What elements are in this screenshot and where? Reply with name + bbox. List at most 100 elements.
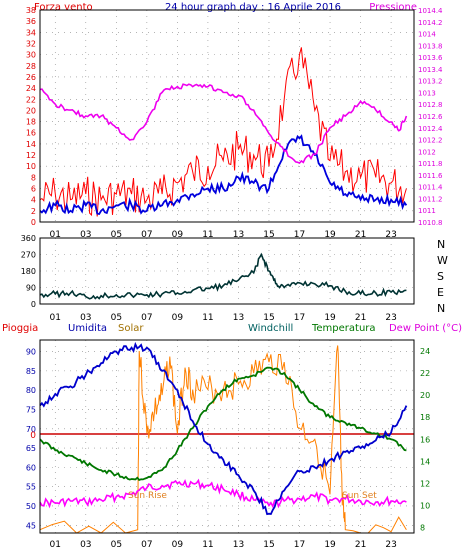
x-tick-label: 03 bbox=[80, 540, 91, 550]
x-tick-label: 01 bbox=[50, 540, 61, 550]
temperature-tick-label: 22 bbox=[420, 369, 430, 378]
x-tick-label: 17 bbox=[294, 313, 305, 323]
wind-pressure-series bbox=[39, 47, 408, 217]
direction-tick-labels: 0 90 180 270 360 bbox=[21, 234, 36, 309]
rain-zero-marker: 0 bbox=[30, 431, 36, 441]
pressure-tick-label: 1012.4 bbox=[418, 125, 443, 133]
direction-tick-label: 270 bbox=[21, 251, 36, 260]
humidity-line bbox=[39, 341, 408, 516]
humidity-tick-label: 50 bbox=[26, 502, 36, 511]
pressure-tick-labels: 1010.8 1011 1011.2 1011.4 1011.6 1011.8 1012 10… bbox=[418, 7, 443, 227]
climate-plot-frame bbox=[39, 339, 415, 534]
wind-gust-line bbox=[39, 134, 408, 216]
compass-label: N bbox=[437, 238, 445, 251]
direction-plot-frame bbox=[39, 237, 415, 305]
pressure-tick-label: 1012 bbox=[418, 148, 436, 156]
pressure-axis-label: Pressione bbox=[369, 2, 417, 13]
direction-tick-label: 90 bbox=[26, 284, 36, 293]
pressure-tick-label: 1011.6 bbox=[418, 172, 443, 180]
x-tick-label: 01 bbox=[50, 230, 61, 240]
x-tick-label: 07 bbox=[141, 230, 152, 240]
humidity-tick-label: 55 bbox=[26, 483, 36, 492]
pressure-tick-label: 1014.2 bbox=[418, 19, 443, 27]
wind-tick-label: 10 bbox=[26, 162, 36, 171]
x-tick-label: 01 bbox=[50, 313, 61, 323]
humidity-tick-label: 70 bbox=[26, 425, 36, 434]
wind-tick-label: 8 bbox=[31, 173, 36, 182]
pressure-tick-label: 1013.6 bbox=[418, 54, 443, 62]
x-tick-label: 05 bbox=[111, 313, 122, 323]
temperature-label: Temperatura bbox=[311, 323, 376, 334]
x-tick-label: 23 bbox=[385, 540, 396, 550]
x-tick-label: 03 bbox=[80, 230, 91, 240]
x-tick-label: 09 bbox=[172, 313, 184, 323]
x-tick-label: 07 bbox=[141, 313, 152, 323]
compass-label: N bbox=[437, 302, 445, 315]
humidity-label: Umidita bbox=[68, 323, 107, 334]
wind-tick-label: 0 bbox=[31, 218, 36, 227]
temperature-tick-label: 14 bbox=[420, 457, 430, 466]
chart-title: 24 hour graph day : 16 Aprile 2016 bbox=[165, 2, 341, 13]
x-tick-label: 11 bbox=[202, 313, 213, 323]
x-tick-label: 09 bbox=[172, 540, 184, 550]
pressure-tick-label: 1013.4 bbox=[418, 66, 443, 74]
x-tick-label: 09 bbox=[172, 230, 184, 240]
pressure-tick-label: 1012.2 bbox=[418, 137, 443, 145]
wind-tick-label: 24 bbox=[26, 84, 36, 93]
dewpoint-label: Dew Point (°C) bbox=[389, 323, 462, 334]
temperature-tick-label: 10 bbox=[420, 501, 430, 510]
pressure-tick-label: 1010.8 bbox=[418, 219, 443, 227]
wind-tick-label: 2 bbox=[31, 207, 36, 216]
windchill-label: Windchill bbox=[248, 323, 293, 334]
x-tick-label: 21 bbox=[355, 230, 366, 240]
x-tick-label: 15 bbox=[263, 540, 274, 550]
temperature-tick-label: 24 bbox=[420, 347, 430, 356]
pressure-line bbox=[39, 83, 408, 165]
temperature-tick-label: 8 bbox=[420, 523, 425, 532]
direction-tick-label: 0 bbox=[31, 300, 36, 309]
wind-tick-label: 6 bbox=[31, 185, 36, 194]
hour-tick-labels-top: 01 03 05 07 09 11 13 15 17 19 21 23 bbox=[50, 230, 397, 240]
humidity-tick-label: 45 bbox=[26, 521, 36, 530]
x-tick-label: 23 bbox=[385, 230, 396, 240]
x-tick-label: 21 bbox=[355, 313, 366, 323]
x-tick-label: 17 bbox=[294, 230, 305, 240]
humidity-tick-label: 60 bbox=[26, 463, 36, 472]
wind-tick-label: 4 bbox=[31, 196, 36, 205]
wind-pressure-plot-frame bbox=[39, 9, 415, 223]
sun-set-annotation: Sun Set bbox=[342, 491, 377, 501]
compass-label: E bbox=[437, 286, 444, 299]
wind-tick-label: 26 bbox=[26, 73, 36, 82]
wind-tick-label: 38 bbox=[26, 6, 36, 15]
wind-tick-label: 16 bbox=[26, 129, 36, 138]
x-tick-label: 19 bbox=[324, 540, 336, 550]
hour-tick-labels-bottom: 01 03 05 07 09 11 13 15 17 19 21 23 bbox=[50, 540, 397, 550]
wind-tick-label: 36 bbox=[26, 17, 36, 26]
climate-series bbox=[39, 341, 414, 534]
x-tick-label: 03 bbox=[80, 313, 91, 323]
wind-tick-label: 20 bbox=[26, 106, 36, 115]
x-tick-label: 05 bbox=[111, 540, 122, 550]
humidity-tick-label: 90 bbox=[26, 348, 36, 357]
pressure-tick-label: 1011.2 bbox=[418, 195, 443, 203]
pressure-tick-label: 1012.6 bbox=[418, 113, 443, 121]
compass-label: W bbox=[437, 254, 448, 267]
wind-speed-line bbox=[39, 47, 407, 217]
x-tick-label: 13 bbox=[233, 313, 244, 323]
temperature-tick-label: 18 bbox=[420, 413, 430, 422]
temperature-tick-label: 16 bbox=[420, 435, 430, 444]
humidity-tick-label: 80 bbox=[26, 386, 36, 395]
solar-label: Solar bbox=[118, 323, 144, 334]
x-tick-label: 05 bbox=[111, 230, 122, 240]
wind-tick-label: 32 bbox=[26, 39, 36, 48]
wind-tick-label: 18 bbox=[26, 118, 36, 127]
direction-tick-label: 180 bbox=[21, 267, 36, 276]
humidity-tick-labels: 45 50 55 60 65 70 75 80 85 90 bbox=[26, 348, 36, 531]
x-tick-label: 07 bbox=[141, 540, 152, 550]
direction-series bbox=[39, 252, 407, 300]
temperature-tick-label: 12 bbox=[420, 479, 430, 488]
pressure-tick-label: 1011.4 bbox=[418, 184, 443, 192]
pressure-tick-label: 1013 bbox=[418, 89, 436, 97]
